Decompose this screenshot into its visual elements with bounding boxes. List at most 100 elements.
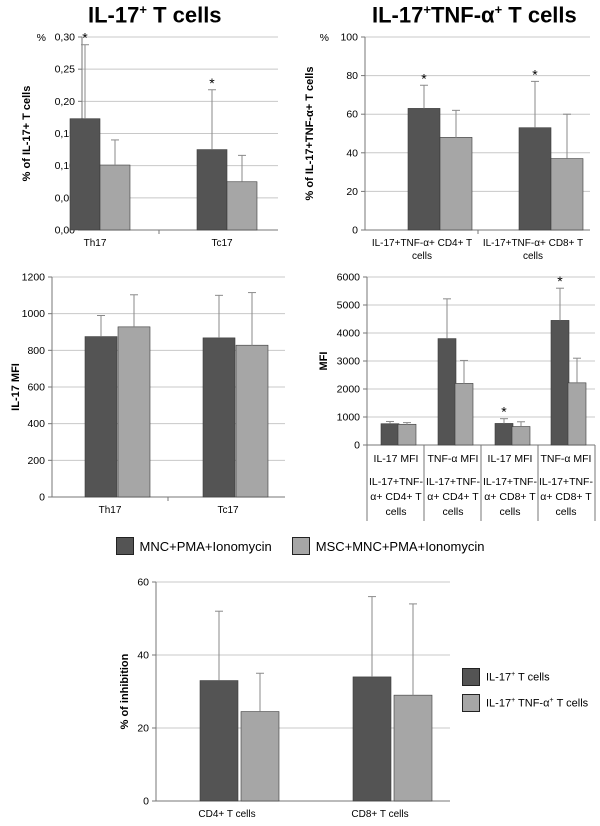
- legend-label-mnc: MNC+PMA+Ionomycin: [139, 538, 272, 554]
- title-il17-main: IL-17: [88, 2, 140, 28]
- c4-bar: [567, 382, 587, 446]
- c1-significance-star: *: [82, 30, 88, 46]
- c4-ytick-label: 2000: [337, 384, 361, 396]
- c5-ytick-label: 0: [143, 796, 149, 808]
- legend-label-msc: MSC+MNC+PMA+Ionomycin: [315, 538, 485, 554]
- c5-ytick-label: 60: [137, 577, 149, 589]
- c2-category-label: cells: [523, 251, 543, 262]
- c2-category-label: IL-17+TNF-α+ CD4+ T: [372, 238, 472, 249]
- c4-ytick-label: 1000: [337, 412, 361, 424]
- c4-bar: [454, 383, 474, 446]
- title-il17-tnfa: IL-17+TNF-α+ T cells: [372, 2, 577, 28]
- c3-y-label: IL-17 MFI: [10, 363, 22, 411]
- c4-ytick-label: 3000: [337, 356, 361, 368]
- c2-bar: [407, 108, 441, 231]
- c1-category-label: Tc17: [211, 238, 233, 249]
- c3-ytick-label: 800: [27, 345, 45, 357]
- c4-bar: [494, 423, 514, 446]
- c4-group-label: cells: [385, 506, 406, 518]
- c2-y-label: % of IL-17+TNF-α+ T cells: [304, 67, 316, 201]
- c2-ytick-label: 0: [352, 225, 358, 237]
- c5-bar: [393, 694, 433, 802]
- c4-group-label: IL-17+TNF-: [483, 476, 537, 488]
- c1-y-label: % of IL-17+ T cells: [21, 86, 33, 182]
- c2-significance-star: *: [532, 66, 538, 82]
- c3-bar: [84, 336, 118, 498]
- c4-ytick-label: 5000: [337, 300, 361, 312]
- c5-category-label: CD4+ T cells: [198, 809, 255, 820]
- c4-group-label: cells: [499, 506, 520, 518]
- c1-category-label: Th17: [84, 238, 107, 249]
- c2-ytick-label: 40: [346, 147, 358, 159]
- c3-ytick-label: 200: [27, 455, 45, 467]
- c2-bar: [439, 137, 473, 231]
- c1-bar: [69, 118, 101, 231]
- c4-bar: [550, 320, 570, 446]
- title-il17: IL-17+ T cells: [88, 2, 222, 28]
- c4-group-label: α+ CD4+ T: [427, 491, 479, 503]
- title-il17-tnfa-sup2: +: [494, 2, 503, 17]
- title-il17-tnfa-rest: T cells: [502, 2, 577, 28]
- title-il17-rest: T cells: [146, 2, 222, 28]
- title-il17-tnfa-sup: +: [423, 2, 431, 17]
- c4-group-label: α+ CD4+ T: [370, 491, 422, 503]
- c4-y-label: MFI: [318, 352, 330, 371]
- c4-ytick-label: 4000: [337, 328, 361, 340]
- c4-bar: [511, 426, 531, 446]
- legend-item-il17: IL-17+ T cells: [462, 668, 588, 686]
- c4-group-label: IL-17+TNF-: [426, 476, 480, 488]
- c4-group-label: α+ CD8+ T: [484, 491, 536, 503]
- c1-bar: [226, 181, 258, 231]
- c2-bar: [550, 158, 584, 231]
- c1-ytick-label: 0,25: [55, 64, 76, 76]
- c5-ytick-label: 20: [137, 723, 149, 735]
- c2-significance-star: *: [421, 70, 427, 86]
- c4-category-label: IL-17 MFI: [488, 453, 533, 465]
- c4-bar: [397, 423, 417, 446]
- c4-ytick-label: 6000: [337, 272, 361, 284]
- title-il17-tnfa-mid: TNF-α: [430, 2, 495, 28]
- title-il17-sup: +: [139, 2, 147, 17]
- c2-category-label: IL-17+TNF-α+ CD8+ T: [483, 238, 583, 249]
- c2-ytick-label: 80: [346, 70, 358, 82]
- c3-bar: [235, 344, 269, 498]
- c3-ytick-label: 400: [27, 418, 45, 430]
- legend-treatment: MNC+PMA+Ionomycin MSC+MNC+PMA+Ionomycin: [0, 534, 600, 558]
- c3-ytick-label: 1000: [22, 308, 46, 320]
- legend-swatch-dark: [115, 537, 134, 555]
- legend-swatch-light: [291, 537, 310, 555]
- c4-category-label: IL-17 MFI: [374, 453, 419, 465]
- c4-significance-star: *: [557, 273, 563, 289]
- c3-bar: [202, 337, 236, 498]
- legend-inhibition: IL-17+ T cells IL-17+ TNF-α+ T cells: [462, 668, 588, 720]
- c1-ytick-label: 0,30: [55, 32, 76, 44]
- c2-bar: [518, 127, 552, 231]
- c5-bar: [352, 676, 392, 802]
- c5-bar: [199, 680, 239, 802]
- c1-y-unit: %: [37, 32, 46, 44]
- c3-ytick-label: 0: [39, 492, 45, 504]
- c5-y-label: % of inhibition: [119, 653, 131, 729]
- c2-ytick-label: 100: [340, 32, 358, 44]
- legend-swatch-il17-tnfa: [462, 694, 480, 712]
- c4-significance-star: *: [501, 404, 507, 420]
- legend-swatch-il17: [462, 668, 480, 686]
- c3-ytick-label: 1200: [22, 272, 46, 284]
- c4-bar: [380, 423, 400, 446]
- c4-group-label: IL-17+TNF-: [539, 476, 593, 488]
- legend-item-il17-tnfa: IL-17+ TNF-α+ T cells: [462, 694, 588, 712]
- c4-category-label: TNF-α MFI: [541, 453, 592, 465]
- c5-ytick-label: 40: [137, 650, 149, 662]
- c4-group-label: IL-17+TNF-: [369, 476, 423, 488]
- c2-y-unit: %: [320, 32, 329, 44]
- c4-category-label: TNF-α MFI: [428, 453, 479, 465]
- c2-ytick-label: 60: [346, 109, 358, 121]
- c4-group-label: cells: [442, 506, 463, 518]
- c3-category-label: Th17: [99, 505, 122, 516]
- c5-bar: [240, 711, 280, 802]
- legend-item-msc: MSC+MNC+PMA+Ionomycin: [291, 537, 485, 555]
- c3-bar: [117, 326, 151, 498]
- c3-ytick-label: 600: [27, 382, 45, 394]
- c2-category-label: cells: [412, 251, 432, 262]
